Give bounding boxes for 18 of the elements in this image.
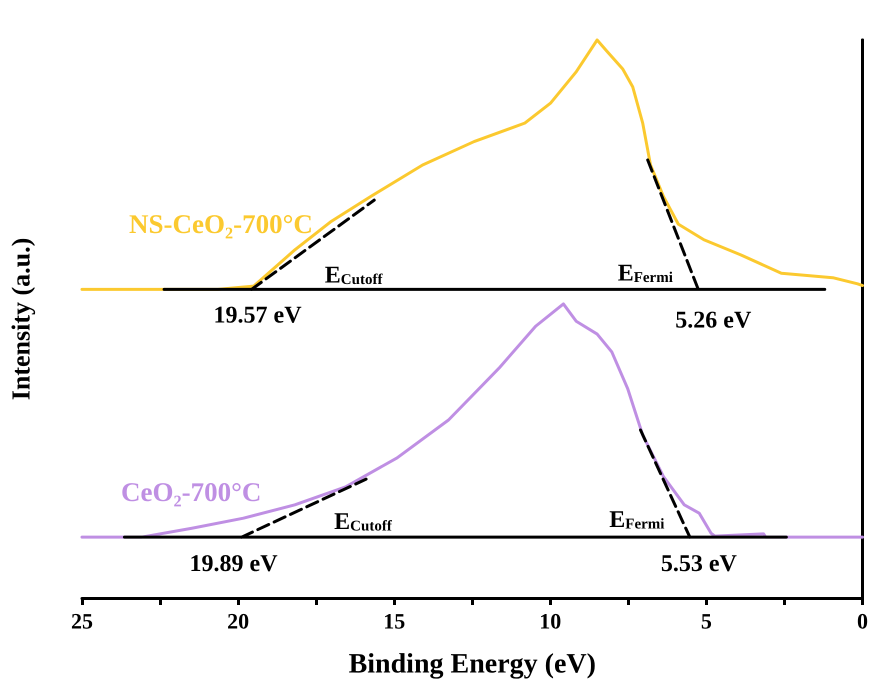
series-label: CeO₂-700°C xyxy=(121,477,262,508)
series-label: NS-CeO₂-700°C xyxy=(129,208,313,239)
y-axis-title: Intensity (a.u.) xyxy=(6,238,36,400)
annotation: ECutoff xyxy=(324,262,384,288)
annotation: 5.26 eV xyxy=(675,307,752,334)
annotation: ECutoff xyxy=(334,509,393,536)
x-tick-label: 0 xyxy=(857,608,868,634)
annotation: EFermi xyxy=(618,260,673,286)
annotation: EFermi xyxy=(609,507,664,534)
x-tick-label: 15 xyxy=(383,608,406,634)
x-tick-label: 25 xyxy=(71,608,93,634)
annotation: 19.89 eV xyxy=(190,551,278,578)
annotation: 19.57 eV xyxy=(214,302,302,328)
x-tick-label: 5 xyxy=(700,608,712,634)
x-axis-title: Binding Energy (eV) xyxy=(348,648,596,680)
annotation: 5.53 eV xyxy=(660,551,738,578)
x-tick-label: 10 xyxy=(539,608,562,634)
x-tick-label: 20 xyxy=(227,608,250,634)
